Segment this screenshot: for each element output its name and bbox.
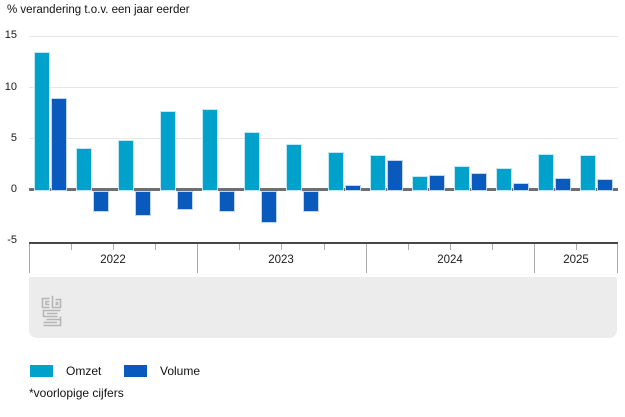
quarter-tick xyxy=(281,244,282,250)
bar-omzet-2022-Q1 xyxy=(34,52,50,191)
x-axis-year-label: 2023 xyxy=(268,254,294,266)
bar-omzet-2022-Q4 xyxy=(160,111,176,191)
bar-omzet-2022-Q2 xyxy=(76,148,92,191)
legend-label-volume: Volume xyxy=(160,364,201,378)
quarter-tick xyxy=(113,244,114,250)
legend: Omzet Volume xyxy=(30,364,590,378)
bar-omzet-2025-Q1 xyxy=(538,154,554,191)
y-axis-label: -5 xyxy=(7,234,17,246)
bar-omzet-2024-Q2 xyxy=(412,176,428,191)
bar-volume-2025-Q1 xyxy=(555,178,571,191)
chart-title: % verandering t.o.v. een jaar eerder xyxy=(7,4,190,16)
bar-volume-2023-Q2 xyxy=(261,191,277,223)
footnote: *voorlopige cijfers xyxy=(29,386,124,400)
x-axis-year-label: 2024 xyxy=(437,254,463,266)
x-axis: 2022 2023 2024 2025 xyxy=(29,242,618,276)
bar-volume-2023-Q1 xyxy=(219,191,235,212)
zero-line xyxy=(29,188,618,191)
bar-volume-2023-Q4 xyxy=(345,185,361,191)
quarter-tick xyxy=(239,244,240,250)
bar-omzet-2024-Q3 xyxy=(454,166,470,191)
quarter-tick xyxy=(492,244,493,250)
bar-volume-2025-Q2 xyxy=(597,179,613,191)
y-axis-labels: 15 10 5 0 -5 xyxy=(0,29,17,248)
quarter-tick xyxy=(576,244,577,250)
y-axis-label: 10 xyxy=(4,81,17,93)
bar-volume-2024-Q2 xyxy=(429,175,445,191)
legend-item-volume: Volume xyxy=(124,364,200,378)
quarter-tick xyxy=(408,244,409,250)
quarter-tick xyxy=(155,244,156,250)
bar-volume-2022-Q2 xyxy=(93,191,109,212)
year-tick xyxy=(617,244,618,273)
footer-band xyxy=(29,277,617,338)
quarter-tick xyxy=(324,244,325,250)
gridline-15 xyxy=(29,36,618,37)
bar-volume-2024-Q4 xyxy=(513,183,529,191)
bar-volume-2024-Q3 xyxy=(471,173,487,191)
bar-volume-2024-Q1 xyxy=(387,160,403,191)
bar-omzet-2025-Q2 xyxy=(580,155,596,191)
x-axis-year-label: 2025 xyxy=(563,254,589,266)
bar-omzet-2023-Q2 xyxy=(244,132,260,191)
bar-omzet-2022-Q3 xyxy=(118,140,134,191)
y-axis-label: 0 xyxy=(10,183,17,195)
omzet-swatch xyxy=(30,365,53,377)
quarter-tick xyxy=(450,244,451,250)
plot-area xyxy=(29,36,618,242)
bar-omzet-2024-Q1 xyxy=(370,155,386,191)
gridline-5 xyxy=(29,138,618,139)
year-tick xyxy=(534,244,535,273)
bar-volume-2022-Q3 xyxy=(135,191,151,216)
y-axis-label: 5 xyxy=(10,132,17,144)
year-tick xyxy=(29,244,30,273)
cbs-logo xyxy=(41,295,62,327)
year-tick xyxy=(197,244,198,273)
legend-label-omzet: Omzet xyxy=(66,364,102,378)
bar-volume-2023-Q3 xyxy=(303,191,319,212)
x-axis-year-label: 2022 xyxy=(100,254,126,266)
y-axis-label: 15 xyxy=(4,29,17,41)
bar-omzet-2023-Q4 xyxy=(328,152,344,191)
gridline-10 xyxy=(29,87,618,88)
quarter-tick xyxy=(71,244,72,250)
legend-item-omzet: Omzet xyxy=(30,364,101,378)
bar-omzet-2023-Q3 xyxy=(286,144,302,191)
x-axis-line xyxy=(29,242,618,244)
bar-volume-2022-Q1 xyxy=(51,98,67,191)
year-tick xyxy=(366,244,367,273)
volume-swatch xyxy=(124,365,147,377)
bar-omzet-2024-Q4 xyxy=(496,168,512,191)
bar-omzet-2023-Q1 xyxy=(202,109,218,191)
bar-volume-2022-Q4 xyxy=(177,191,193,210)
